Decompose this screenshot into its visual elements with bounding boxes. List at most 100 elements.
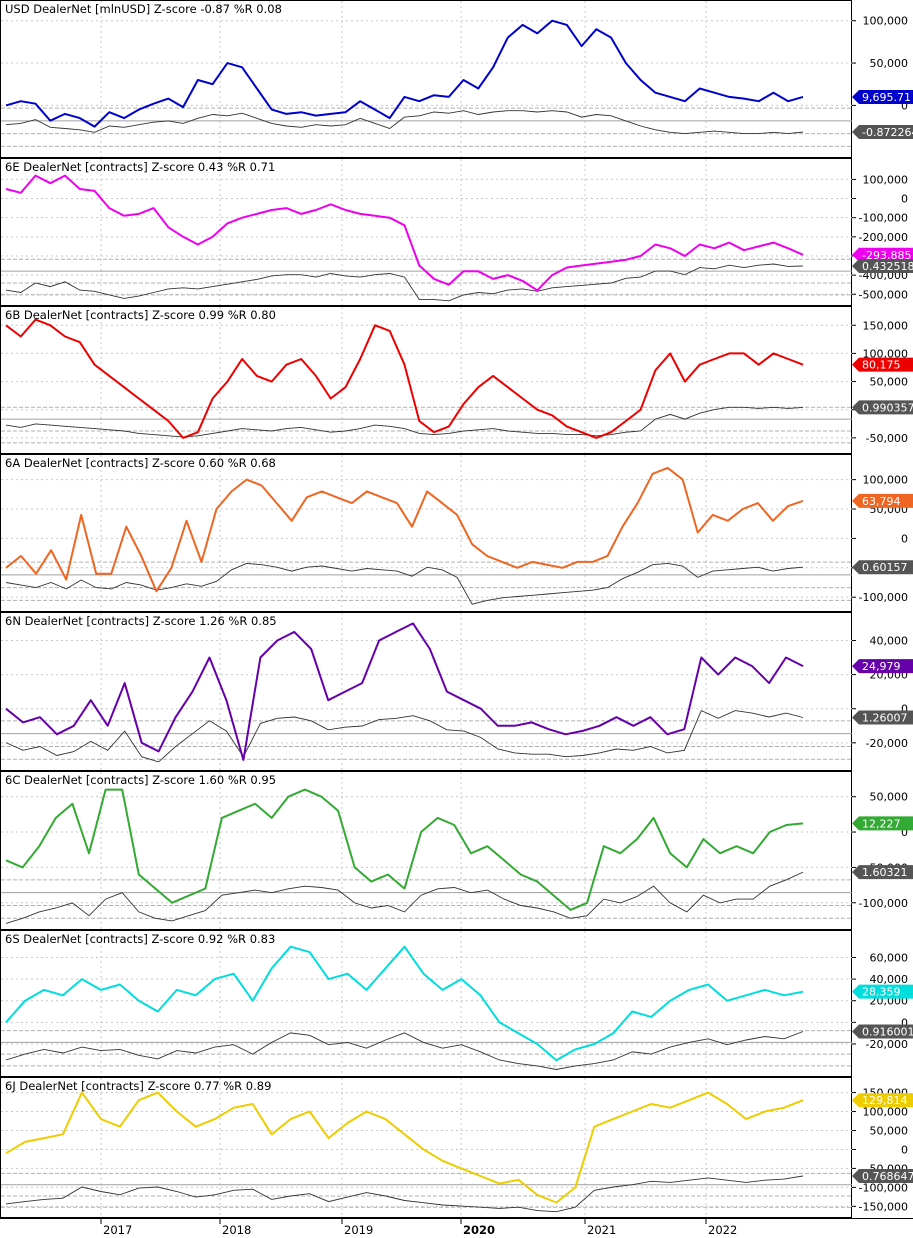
zscore-marker — [852, 865, 913, 880]
series-line — [5, 318, 804, 439]
last-value-badge: 9,695.71 — [852, 89, 913, 104]
panel-frame — [0, 1077, 852, 1218]
y-tick-label: 50,000 — [870, 791, 909, 804]
y-tick-label: 100,000 — [863, 15, 909, 28]
x-tick-label: 2020 — [463, 1223, 495, 1237]
y-tick-label: 0 — [901, 1143, 908, 1156]
panel-frame — [0, 306, 852, 454]
panel-title: 6J DealerNet [contracts] Z-score 0.77 %R… — [5, 1079, 271, 1093]
panel-title: USD DealerNet [mlnUSD] Z-score -0.87 %R … — [5, 2, 282, 16]
zscore-badge: 0.916001 — [852, 1024, 913, 1039]
y-tick-label: 0 — [901, 826, 908, 839]
last-value-badge: 63,794 — [852, 493, 913, 508]
last-value-marker — [852, 247, 913, 262]
last-value-badge: 80,175 — [852, 357, 913, 372]
y-tick-label: -100,000 — [859, 897, 908, 910]
zscore-value-label: -0.872264 — [862, 126, 913, 139]
y-tick-label: -20,000 — [866, 737, 908, 750]
y-tick-label: 0 — [901, 532, 908, 545]
last-value-marker — [852, 357, 913, 372]
series-line — [5, 19, 804, 128]
y-tick-label: 50,000 — [870, 57, 909, 70]
panel-1: 100,0000-100,000-200,000-300,000-400,000… — [0, 158, 913, 306]
panel-0: 100,000 50,000 0 USD DealerNet [mlnUSD] Z-s… — [0, 0, 913, 158]
panel-7: 150,000100,00050,0000-50,000-100,000-150… — [0, 1077, 913, 1218]
y-tick-label: 150,000 — [863, 319, 909, 332]
series-line — [5, 174, 804, 292]
y-tick-label: 0 — [901, 193, 908, 206]
x-tick-label: 2018 — [222, 1223, 251, 1237]
zscore-marker — [852, 1169, 913, 1184]
y-tick-label: 100,000 — [863, 1106, 909, 1119]
zscore-line — [5, 263, 804, 302]
panel-title: 6N DealerNet [contracts] Z-score 1.26 %R… — [5, 614, 277, 628]
panel-title: 6B DealerNet [contracts] Z-score 0.99 %R… — [5, 308, 276, 322]
zscore-line — [5, 406, 804, 438]
series-line — [5, 788, 804, 911]
last-value-label: 63,794 — [862, 495, 901, 508]
zscore-marker — [852, 1024, 913, 1039]
panel-title: 6E DealerNet [contracts] Z-score 0.43 %R… — [5, 160, 275, 174]
y-tick-label: -200,000 — [859, 231, 908, 244]
zscore-value-label: 0.432518 — [862, 260, 913, 273]
series-line — [5, 622, 804, 761]
last-value-badge: 24,979 — [852, 659, 913, 674]
panel-frame — [0, 454, 852, 612]
y-tick-label: 100,000 — [863, 347, 909, 360]
y-tick-label: 40,000 — [870, 634, 909, 647]
last-value-label: 24,979 — [862, 660, 901, 673]
last-value-marker — [852, 984, 913, 999]
zscore-badge: 0.768647 — [852, 1169, 913, 1184]
y-tick-label: -500,000 — [859, 288, 908, 301]
y-tick-label: 0 — [901, 703, 908, 716]
zscore-line — [5, 709, 804, 763]
zscore-marker — [852, 124, 913, 139]
zscore-badge: 0.432518 — [852, 259, 913, 274]
last-value-marker — [852, 1093, 913, 1108]
panel-frame — [0, 612, 852, 771]
zscore-marker — [852, 710, 913, 725]
last-value-label: -293,885 — [862, 249, 911, 262]
series-line — [5, 945, 804, 1062]
zscore-badge: 0.60157 — [852, 560, 913, 575]
zscore-value-label: 1.26007 — [862, 712, 908, 725]
last-value-marker — [852, 659, 913, 674]
y-tick-label: 60,000 — [870, 951, 909, 964]
zscore-value-label: 0.768647 — [862, 1170, 913, 1183]
last-value-label: 80,175 — [862, 359, 901, 372]
zscore-marker — [852, 560, 913, 575]
last-value-badge: -293,885 — [852, 247, 913, 262]
y-tick-label: -150,000 — [859, 1200, 908, 1213]
zscore-value-label: 0.60157 — [862, 561, 908, 574]
last-value-label: 28,359 — [862, 986, 901, 999]
last-value-badge: 28,359 — [852, 984, 913, 999]
zscore-badge: 1.60321 — [852, 865, 913, 880]
last-value-badge: 129,814 — [852, 1093, 913, 1108]
panel-frame — [0, 771, 852, 930]
x-tick-label: 2021 — [587, 1223, 616, 1237]
panel-title: 6C DealerNet [contracts] Z-score 1.60 %R… — [5, 773, 276, 787]
y-tick-label: 40,000 — [870, 973, 909, 986]
y-tick-label: -20,000 — [866, 1038, 908, 1051]
panel-title: 6A DealerNet [contracts] Z-score 0.60 %R… — [5, 456, 276, 470]
panel-frame — [0, 158, 852, 306]
y-tick-label: -100,000 — [859, 212, 908, 225]
y-tick-label: 0 — [901, 1016, 908, 1029]
last-value-marker — [852, 816, 913, 831]
zscore-marker — [852, 259, 913, 274]
last-value-label: 9,695.71 — [862, 91, 911, 104]
x-tick-label: 2022 — [708, 1223, 737, 1237]
series-line — [5, 466, 804, 593]
panel-frame — [0, 930, 852, 1077]
panel-frame — [0, 0, 852, 158]
last-value-label: 12,227 — [862, 817, 901, 830]
y-tick-label: 0 — [901, 99, 908, 112]
x-tick-label: 2017 — [103, 1223, 132, 1237]
panel-title: 6S DealerNet [contracts] Z-score 0.92 %R… — [5, 932, 275, 946]
